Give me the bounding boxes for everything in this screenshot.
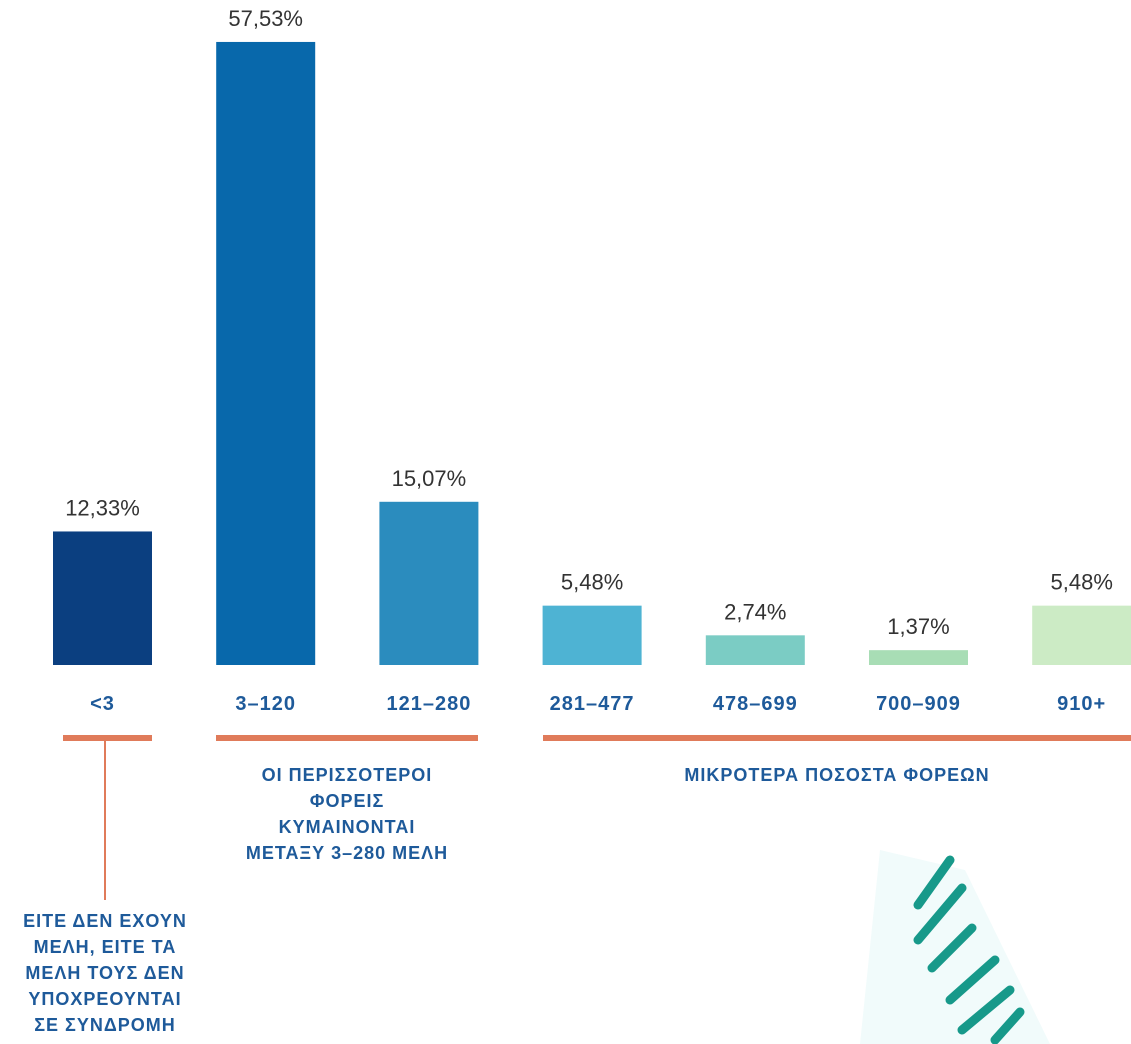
bar [379, 501, 479, 665]
category-label: 478–699 [713, 693, 798, 715]
annotation: ΜΕΤΑΞΥ 3–280 ΜΕΛΗ [246, 843, 448, 863]
value-label: 5,48% [1051, 570, 1113, 595]
value-label: 1,37% [887, 614, 949, 639]
value-label: 57,53% [228, 6, 303, 31]
annotation: ΚΥΜΑΙΝΟΝΤΑΙ [279, 817, 416, 837]
category-label: 910+ [1057, 693, 1106, 715]
annotation: ΜΕΛΗ, ΕΙΤΕ ΤΑ [34, 937, 177, 957]
bar [216, 41, 316, 666]
category-label: 121–280 [386, 693, 471, 715]
category-label: 700–909 [876, 693, 961, 715]
annotation: ΜΙΚΡΟΤΕΡΑ ΠΟΣΟΣΤΑ ΦΟΡΕΩΝ [684, 765, 989, 785]
bar [53, 531, 152, 665]
category-label: 281–477 [550, 693, 635, 715]
annotation: ΦΟΡΕΙΣ [310, 791, 385, 811]
annotation: ΥΠΟΧΡΕΟΥΝΤΑΙ [28, 989, 181, 1009]
annotation: ΕΙΤΕ ΔΕΝ ΕΧΟΥΝ [23, 911, 187, 931]
bar [705, 635, 805, 665]
value-label: 5,48% [561, 570, 623, 595]
annotation: ΟΙ ΠΕΡΙΣΣΟΤΕΡΟΙ [262, 765, 433, 785]
value-label: 12,33% [65, 495, 140, 520]
annotation: ΣΕ ΣΥΝΔΡΟΜΗ [34, 1015, 176, 1035]
logo [860, 850, 1050, 1044]
value-label: 2,74% [724, 599, 786, 624]
bar [542, 605, 642, 665]
category-label: <3 [90, 693, 115, 715]
annotation: ΜΕΛΗ ΤΟΥΣ ΔΕΝ [25, 963, 184, 983]
value-label: 15,07% [392, 466, 467, 491]
bar [869, 650, 968, 665]
bar [1032, 605, 1131, 665]
category-label: 3–120 [235, 693, 296, 715]
